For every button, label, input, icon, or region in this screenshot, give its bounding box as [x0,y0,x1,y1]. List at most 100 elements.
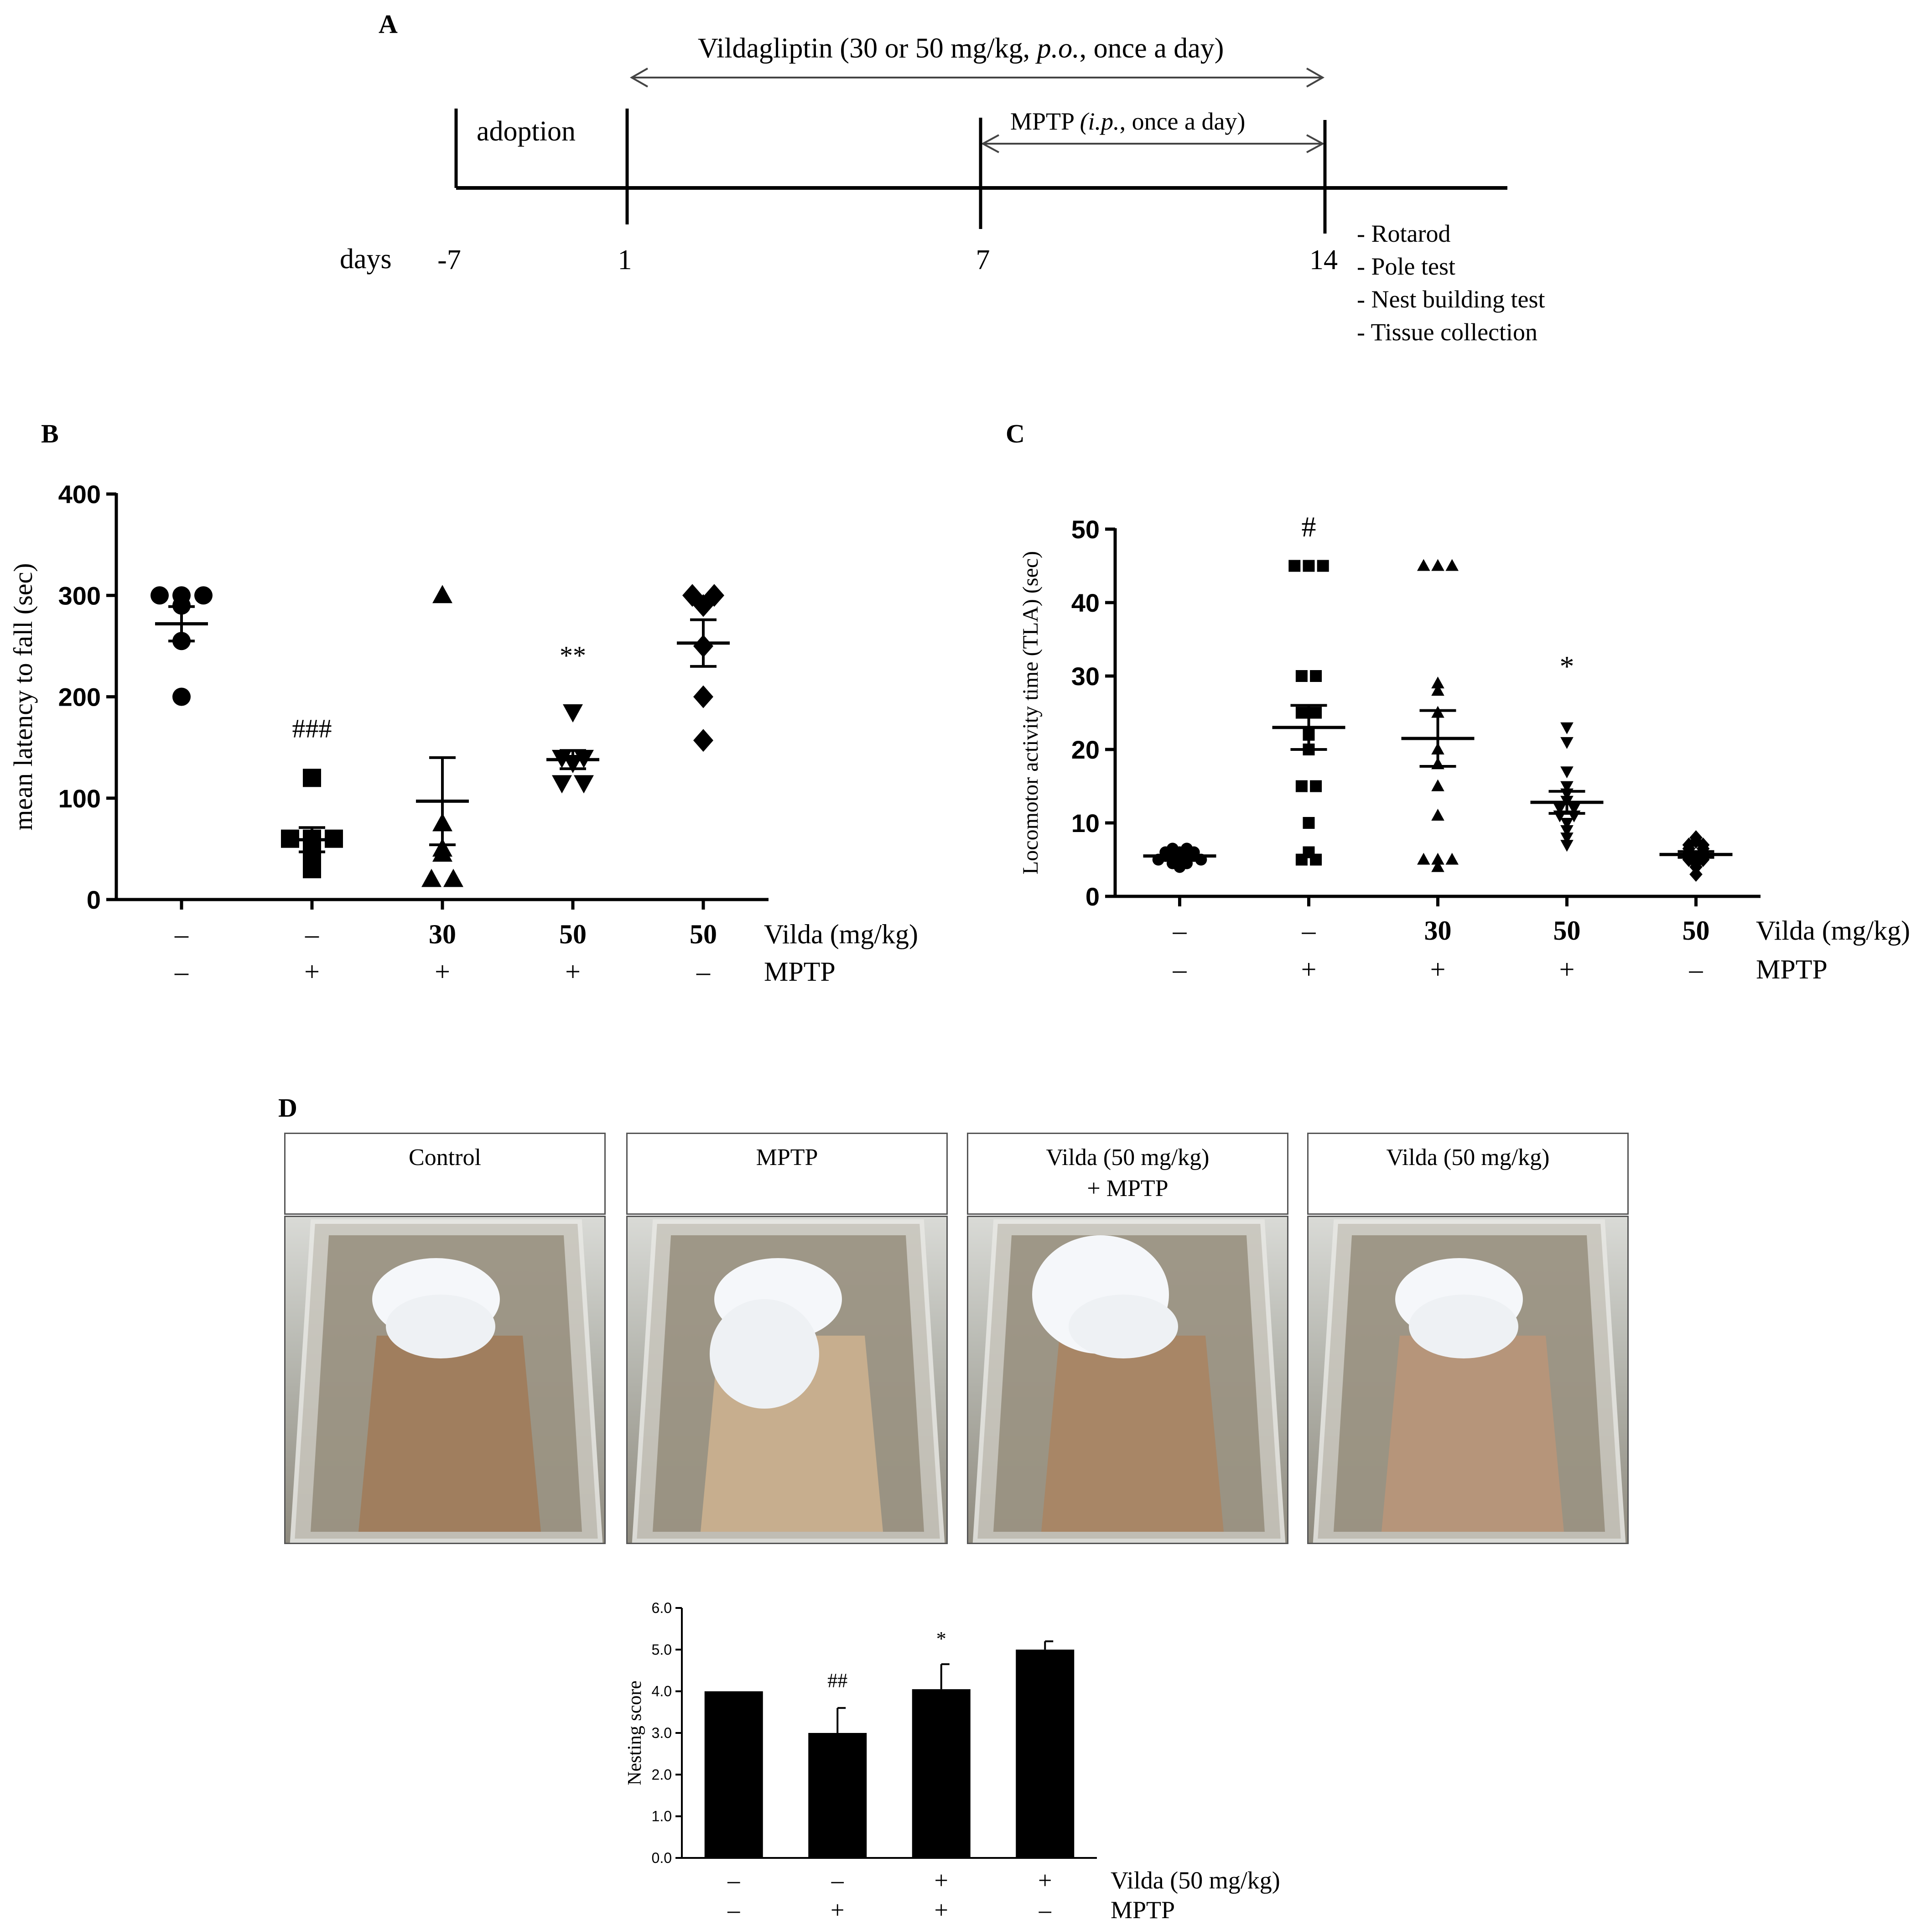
data-point [574,775,594,794]
data-point [1295,780,1308,792]
significance-marker: ** [560,640,586,670]
y-tick-label: 2.0 [652,1766,672,1783]
data-point [303,860,321,879]
vildagliptin-label: Vildagliptin (30 or 50 mg/kg, p.o., once… [698,33,1224,64]
data-point [194,586,213,605]
data-point [443,869,463,887]
data-point [552,775,572,794]
panel-letter-b: B [41,419,59,448]
y-tick-label: 4.0 [652,1683,672,1700]
mptp-status-label: + [565,957,581,987]
photo-label-text-2: + MPTP [1087,1176,1169,1202]
data-point [1295,707,1308,719]
y-tick-label: 400 [58,480,101,509]
nest-cage-photo [626,1216,948,1544]
data-point [1431,559,1444,571]
mptp-status-label: – [1039,1896,1052,1924]
bar [1016,1649,1075,1858]
vilda-dose-label: – [174,919,189,949]
mptp-status-label: + [435,957,450,987]
vilda-dose-label: 30 [1424,916,1452,946]
data-point [1431,676,1444,689]
y-tick-label: 20 [1071,735,1100,764]
bar [808,1733,867,1858]
vilda-dose-label: – [1302,916,1316,946]
timeline-tick-label: 1 [618,245,632,276]
vilda-row-title: Vilda (mg/kg) [764,919,918,949]
y-tick-label: 5.0 [652,1641,672,1658]
timeline-test-item: - Nest building test [1357,286,1545,313]
data-point [1431,808,1444,821]
data-point [693,594,713,617]
y-tick-label: 10 [1071,809,1100,838]
data-point [172,687,191,706]
y-axis-label: Nesting score [624,1680,645,1785]
data-point [1567,803,1581,815]
data-point [1445,853,1459,865]
mptp-status-label: + [935,1896,948,1924]
y-tick-label: 6.0 [652,1600,672,1616]
bar [912,1689,971,1858]
mptp-status-label: – [696,957,711,987]
data-point [1310,853,1322,866]
timeline-test-item: - Rotarod [1357,220,1450,247]
data-point [432,843,452,862]
chart-b-rotarod: 0 100 200 300 400 mean latency to fall (sec) –… [8,480,918,987]
y-tick-label: 0 [1085,882,1100,911]
timeline-tick-label: 14 [1309,245,1338,276]
timeline-tick-labels: -7 1 7 14 [437,245,1338,276]
vilda-status-label: – [727,1867,740,1894]
vilda-dose-label: 50 [1683,916,1710,946]
data-point [421,869,441,887]
photo-label-box: Vilda (50 mg/kg) + MPTP [967,1133,1288,1215]
y-tick-label: 30 [1071,662,1100,691]
vilda-dose-label: – [305,919,319,949]
mptp-arrow-left-head [981,134,999,153]
y-tick-label: 300 [58,581,101,610]
nest-cage-photo [1307,1216,1629,1544]
nest-cage-photo [284,1216,606,1544]
data-point [1560,817,1574,830]
vilda-status-label: + [1038,1867,1052,1894]
data-point [1560,825,1574,838]
vildagliptin-arrow-left-head [629,68,648,88]
photo-label-text: Control [409,1144,481,1170]
significance-marker: * [936,1628,946,1650]
mptp-status-label: – [174,957,189,987]
photo-label-box: Vilda (50 mg/kg) [1307,1133,1629,1215]
vilda-row-title: Vilda (50 mg/kg) [1111,1867,1280,1894]
data-point [1445,559,1459,571]
data-point [1553,803,1567,815]
data-point [1310,670,1322,682]
mptp-status-label: + [304,957,320,987]
vilda-dose-label: 50 [1553,916,1581,946]
data-point [1560,840,1574,852]
mptp-period-label: MPTP (i.p., once a day) [1010,108,1245,135]
significance-marker: ## [827,1670,847,1692]
data-point [1417,853,1430,865]
data-point [1431,684,1444,696]
data-point [432,585,452,603]
data-point [1310,780,1322,792]
data-point [1417,559,1430,571]
data-point [1288,560,1301,572]
y-axis-label: mean latency to fall (sec) [8,563,38,830]
timeline-test-item: - Tissue collection [1357,318,1537,346]
mptp-status-label: – [727,1896,740,1924]
y-tick-label: 0.0 [652,1850,672,1866]
photo-label-text: Vilda (50 mg/kg) [1386,1144,1550,1170]
significance-marker: ### [292,713,332,743]
timeline-tick-label: -7 [437,245,461,276]
data-point [1174,861,1186,873]
y-tick-label: 1.0 [652,1808,672,1825]
data-point [1560,722,1574,734]
mptp-status-label: + [1559,954,1575,984]
y-tick-label: 50 [1071,515,1100,544]
vilda-dose-label: 50 [690,919,717,949]
data-point [1431,860,1444,872]
panel-letter-a: A [379,9,398,39]
photo-label-box: MPTP [626,1133,948,1215]
panel-a: A Vildagliptin (30 or 50 mg/kg, p.o., on… [340,9,1545,346]
y-tick-label: 200 [58,683,101,712]
